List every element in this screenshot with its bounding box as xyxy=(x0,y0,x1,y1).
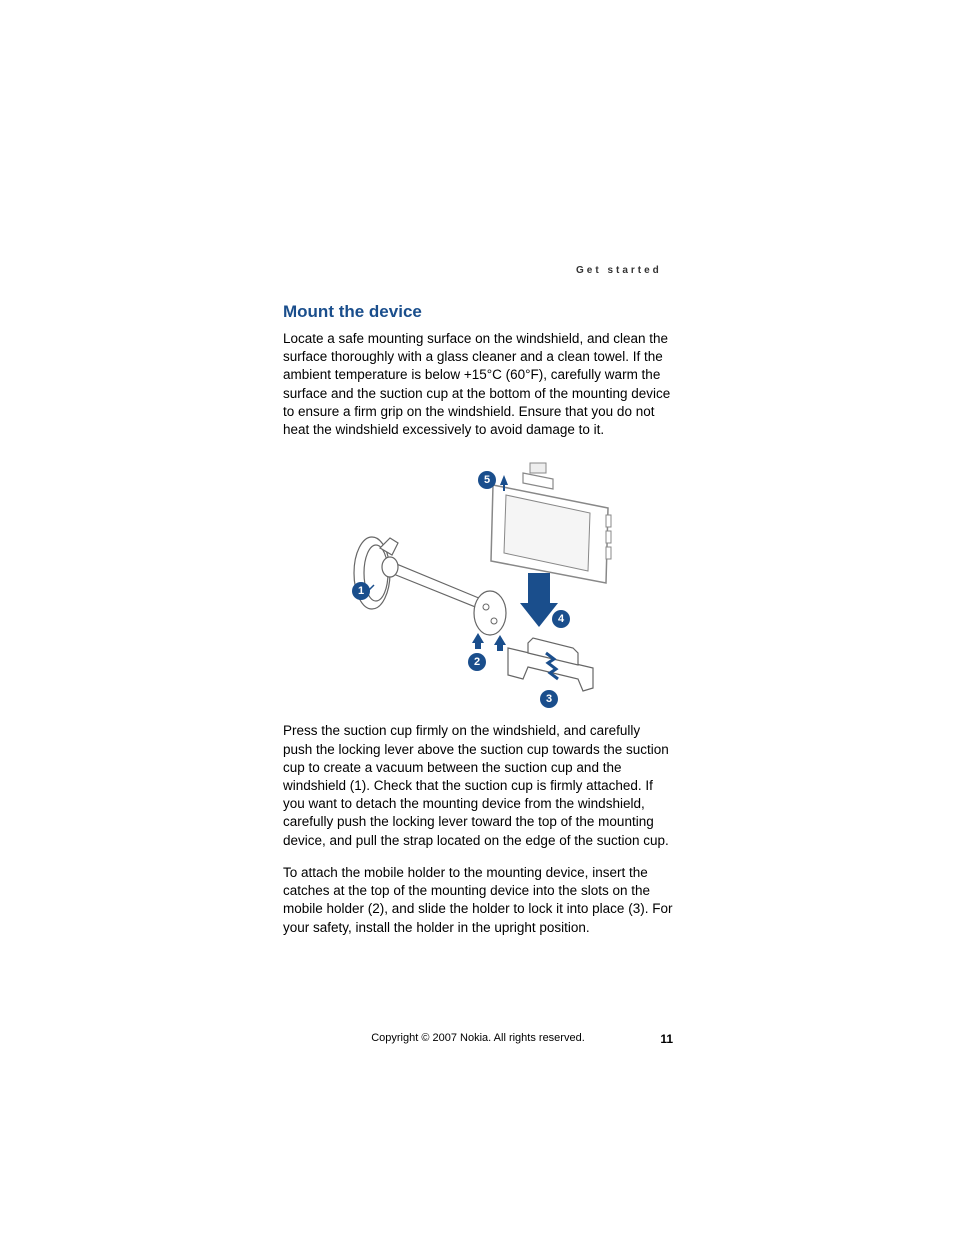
heading-mount-device: Mount the device xyxy=(283,260,673,322)
page-content: Mount the device Locate a safe mounting … xyxy=(283,260,673,951)
page-number: 11 xyxy=(660,1032,673,1046)
paragraph-3: To attach the mobile holder to the mount… xyxy=(283,864,673,937)
paragraph-2: Press the suction cup firmly on the wind… xyxy=(283,722,673,850)
copyright-text: Copyright © 2007 Nokia. All rights reser… xyxy=(283,1032,673,1044)
page-footer: Copyright © 2007 Nokia. All rights reser… xyxy=(283,1032,673,1044)
paragraph-1: Locate a safe mounting surface on the wi… xyxy=(283,330,673,439)
mounting-diagram: 1 2 3 4 5 xyxy=(328,453,628,708)
